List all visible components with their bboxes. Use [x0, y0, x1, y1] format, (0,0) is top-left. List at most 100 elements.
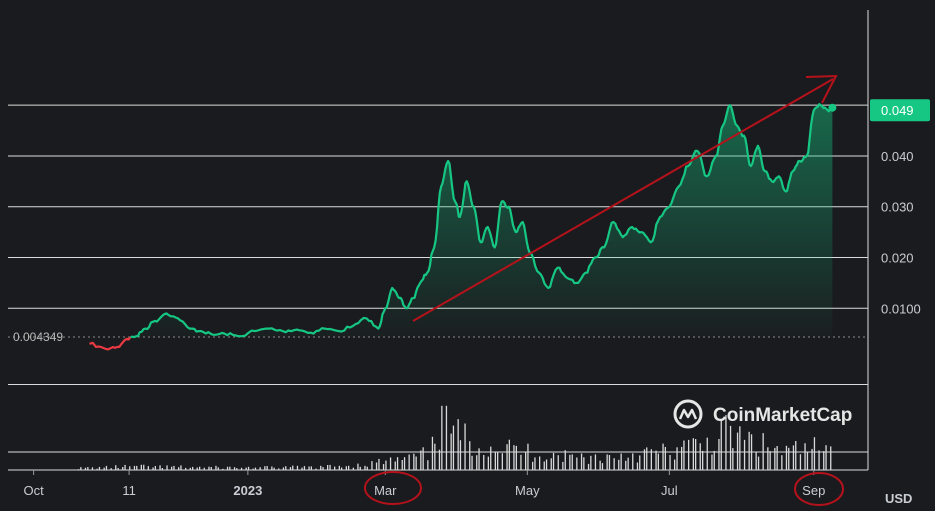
volume-bar — [601, 463, 604, 470]
volume-bar — [457, 419, 459, 470]
volume-bar — [329, 464, 331, 470]
volume-bar — [292, 465, 294, 470]
coinmarketcap-logo-icon — [673, 399, 703, 429]
volume-bar — [471, 455, 473, 470]
y-tick-label: 0.020 — [881, 251, 914, 266]
volume-bar — [557, 455, 559, 470]
volume-bar — [692, 438, 694, 470]
volume-bar — [711, 454, 713, 470]
volume-bar — [254, 467, 257, 470]
volume-bar — [527, 443, 529, 470]
volume-bar — [420, 450, 422, 470]
volume-bar — [345, 466, 347, 470]
volume-bar — [240, 467, 243, 470]
volume-bar — [189, 467, 191, 470]
volume-bar — [203, 467, 205, 470]
volume-bar — [396, 457, 399, 470]
volume-bar — [320, 465, 322, 470]
volume-bar — [178, 467, 180, 470]
trend-arrow-head — [805, 74, 838, 104]
volume-bar — [296, 465, 299, 470]
volume-bar — [823, 451, 825, 470]
volume-bar — [583, 457, 585, 470]
volume-bar — [159, 465, 161, 470]
volume-bar — [792, 445, 795, 470]
volume-bar — [389, 457, 392, 470]
volume-bar — [464, 423, 466, 470]
volume-bar — [688, 439, 690, 470]
volume-bar — [401, 460, 403, 470]
volume-bar — [210, 467, 212, 470]
current-price-badge-bg — [870, 99, 930, 122]
volume-bar — [84, 467, 87, 470]
volume-bar — [513, 445, 515, 470]
volume-bar — [334, 466, 336, 470]
volume-bar — [830, 446, 832, 470]
volume-bar — [143, 464, 145, 470]
volume-bar — [785, 445, 788, 470]
volume-bar — [289, 467, 292, 470]
annotations — [364, 74, 844, 506]
price-line[interactable] — [130, 103, 834, 339]
volume-bar — [105, 465, 108, 470]
volume-bar — [180, 465, 182, 470]
volume-bar — [171, 466, 173, 470]
volume-bar — [799, 454, 802, 470]
volume-bar — [366, 466, 368, 470]
volume-bar — [632, 453, 634, 470]
volume-bar — [795, 441, 797, 470]
volume-bar — [515, 445, 517, 470]
volume-bar — [348, 465, 350, 470]
volume-bar — [450, 433, 452, 470]
volume-bar — [217, 467, 219, 470]
volume-bar — [674, 459, 676, 470]
volume-bar — [115, 465, 117, 470]
volume-bar — [371, 461, 373, 470]
volume-bar — [539, 456, 541, 470]
volume-bar — [636, 462, 639, 470]
volume-bar — [739, 426, 741, 470]
volume-bar — [252, 468, 254, 470]
volume-bar — [736, 432, 739, 470]
y-tick-label: 0.030 — [881, 200, 914, 215]
volume-bar — [301, 467, 303, 470]
volume-bar — [506, 444, 508, 470]
x-tick-label: Jul — [661, 483, 678, 498]
x-tick-label: Oct — [23, 483, 44, 498]
volume-bar — [303, 466, 306, 470]
volume-bar — [364, 465, 366, 470]
volume-bar — [608, 455, 611, 470]
volume-bar — [192, 466, 194, 470]
volume-bar — [173, 465, 175, 470]
volume-bar — [639, 455, 641, 470]
volume-bar — [266, 466, 268, 470]
volume-bar — [315, 468, 317, 470]
highlight-circle-sep — [794, 472, 844, 506]
volume-bar — [259, 467, 261, 470]
price-area-fill — [130, 104, 833, 338]
volume-bar — [80, 467, 82, 470]
volume-bar — [438, 449, 441, 470]
volume-bar — [282, 467, 285, 470]
volume-bar — [702, 450, 704, 470]
volume-bar — [117, 468, 119, 470]
volume-bar — [427, 460, 429, 470]
y-tick-label: 0.0100 — [881, 301, 921, 316]
volume-bar — [788, 447, 790, 470]
volume-bar — [382, 464, 385, 470]
volume-bar — [487, 456, 489, 470]
volume-bar — [378, 458, 380, 470]
volume-bar — [750, 434, 753, 470]
volume-bar — [594, 454, 597, 470]
volume-bar — [476, 455, 478, 470]
volume-bar — [743, 439, 746, 470]
volume-bar — [222, 468, 224, 470]
volume-bar — [564, 450, 566, 470]
volume-bar — [247, 466, 250, 470]
volume-bar — [620, 453, 622, 470]
volume-bar — [776, 446, 778, 470]
volume-bar — [136, 465, 138, 470]
volume-bar — [229, 466, 231, 470]
volume-bar — [590, 455, 592, 470]
